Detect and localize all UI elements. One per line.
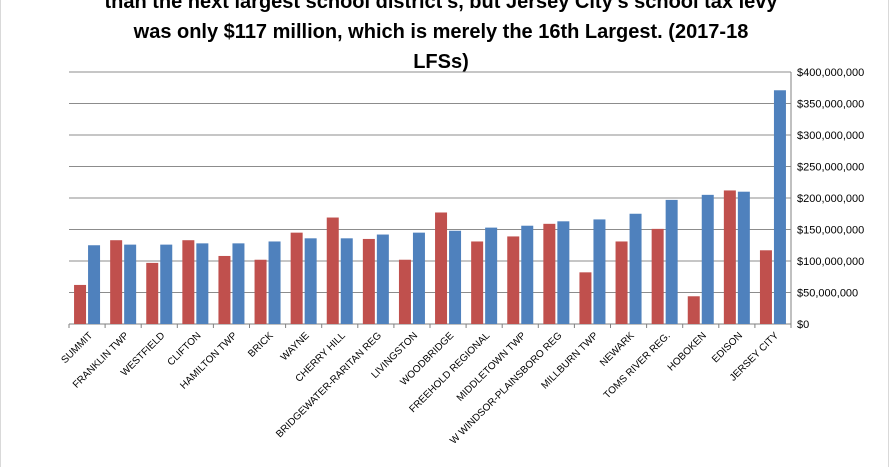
bar-budget xyxy=(268,241,281,324)
bar-budget xyxy=(485,227,498,324)
bar-tax-levy xyxy=(543,223,556,324)
bar-tax-levy xyxy=(182,240,195,324)
x-category-label: MIDDLETOWN TWP xyxy=(455,330,529,404)
bar-tax-levy xyxy=(507,236,520,324)
bar-tax-levy xyxy=(615,241,628,324)
bar-budget xyxy=(124,244,137,324)
bar-tax-levy xyxy=(435,212,448,324)
bar-tax-levy xyxy=(290,232,303,324)
y-tick-label: $0 xyxy=(797,319,809,331)
bar-tax-levy xyxy=(362,238,375,324)
bar-budget xyxy=(701,194,714,324)
x-category-label: BRICK xyxy=(246,330,276,360)
y-tick-label: $400,000,000 xyxy=(797,67,864,79)
bar-budget xyxy=(665,199,678,324)
bar-budget xyxy=(593,219,606,324)
bar-budget xyxy=(232,243,245,324)
bar-budget xyxy=(160,244,173,324)
bar-budget xyxy=(376,234,389,324)
y-tick-label: $200,000,000 xyxy=(797,193,864,205)
y-tick-label: $300,000,000 xyxy=(797,130,864,142)
chart-title-line-3: LFSs) xyxy=(413,51,469,73)
bar-tax-levy xyxy=(579,272,592,324)
x-category-label: EDISON xyxy=(710,330,745,365)
bar-budget xyxy=(304,238,317,324)
chart-title-line-2: was only $117 million, which is merely t… xyxy=(133,21,749,43)
bar-tax-levy xyxy=(218,255,231,324)
bar-tax-levy xyxy=(651,228,664,324)
bar-tax-levy xyxy=(146,262,159,324)
bar-budget xyxy=(412,232,425,324)
x-category-label: WAYNE xyxy=(279,330,312,363)
chart-title-line-1: than the next largest school district's,… xyxy=(104,0,778,13)
bar-budget xyxy=(449,230,462,324)
bar-tax-levy xyxy=(326,217,339,324)
y-tick-label: $50,000,000 xyxy=(797,288,858,300)
bar-budget xyxy=(521,225,534,324)
bar-budget xyxy=(196,243,209,324)
x-category-label: CLIFTON xyxy=(166,330,204,368)
bar-budget xyxy=(557,221,570,324)
bar-budget xyxy=(88,245,101,324)
bar-tax-levy xyxy=(723,190,736,324)
bar-tax-levy xyxy=(254,259,267,324)
bar-tax-levy xyxy=(687,296,700,324)
bar-budget xyxy=(737,191,750,324)
bar-budget xyxy=(773,90,786,325)
y-tick-label: $100,000,000 xyxy=(797,256,864,268)
y-tick-label: $350,000,000 xyxy=(797,99,864,111)
bar-budget xyxy=(340,238,353,324)
y-tick-label: $250,000,000 xyxy=(797,162,864,174)
bar-tax-levy xyxy=(110,240,123,324)
bar-tax-levy xyxy=(74,284,87,324)
y-tick-label: $150,000,000 xyxy=(797,225,864,237)
x-category-label: HOBOKEN xyxy=(666,330,709,373)
x-category-label: SUMMIT xyxy=(59,330,95,366)
bar-budget xyxy=(629,213,642,324)
bar-tax-levy xyxy=(759,250,772,324)
x-category-label: TOMS RIVER REG. xyxy=(602,330,673,401)
bar-tax-levy xyxy=(471,241,484,324)
bar-tax-levy xyxy=(398,259,411,324)
